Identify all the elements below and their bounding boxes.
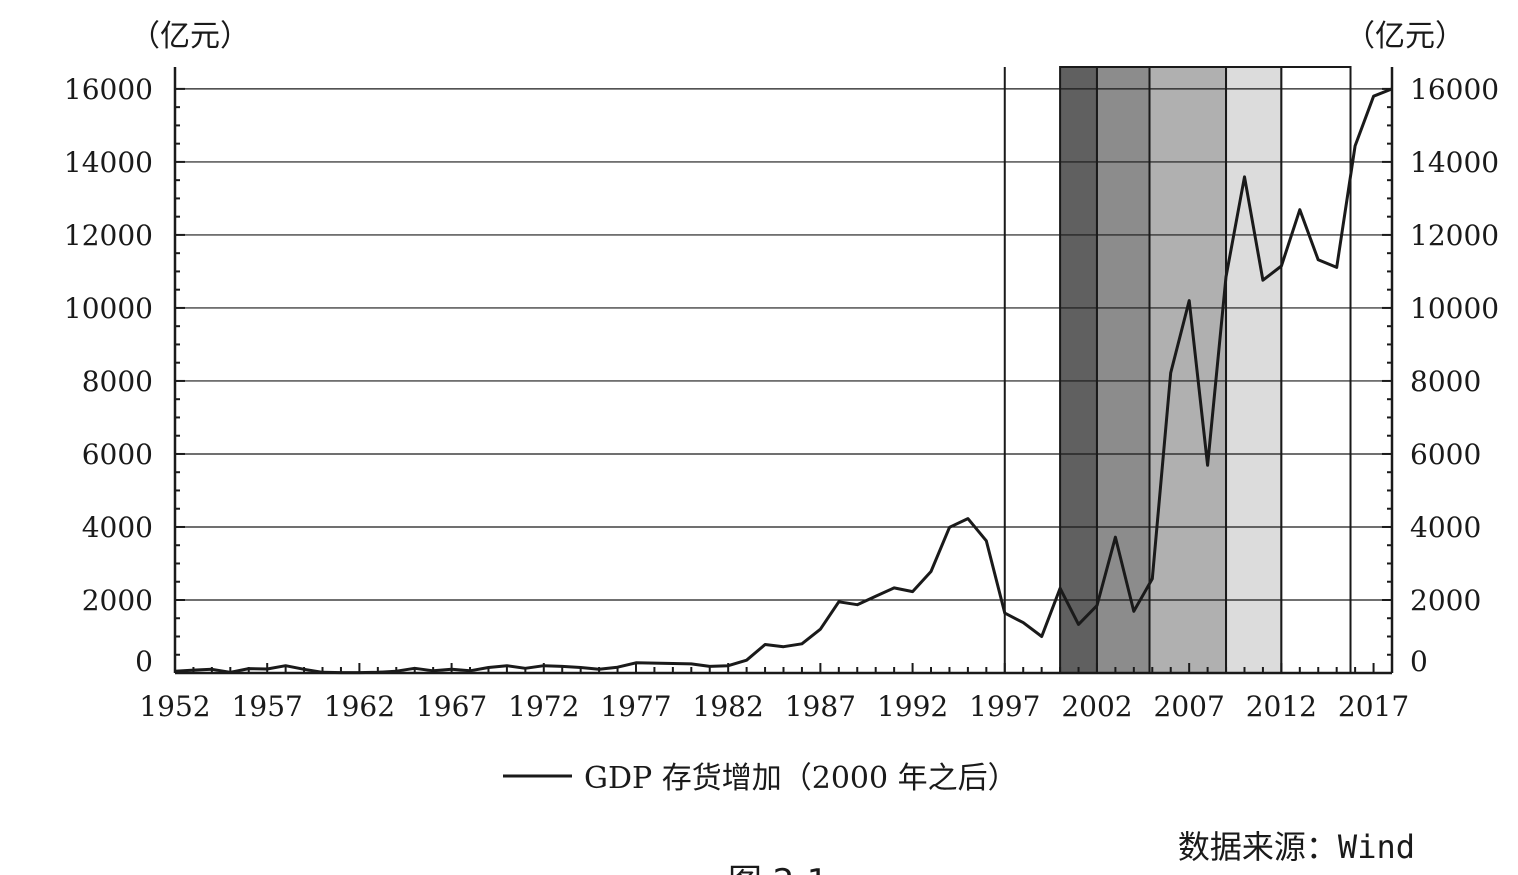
- x-tick-label: 1987: [785, 690, 856, 723]
- y-tick-label-left: 12000: [64, 219, 153, 252]
- y-tick-label-left: 6000: [82, 438, 153, 471]
- grid-lines: [175, 67, 1392, 673]
- x-tick-label: 1962: [324, 690, 395, 723]
- shaded-band-5: [1280, 66, 1352, 674]
- x-tick-label: 2007: [1154, 690, 1225, 723]
- x-tick-label: 1982: [693, 690, 764, 723]
- x-tick-label: 1952: [139, 690, 210, 723]
- y-tick-label-right: 8000: [1410, 365, 1481, 398]
- y-tick-label-right: 4000: [1410, 511, 1481, 544]
- legend-label: GDP 存货增加（2000 年之后）: [584, 761, 1018, 796]
- y-tick-label-left: 4000: [82, 511, 153, 544]
- y-axis-unit-left: （亿元）: [130, 19, 250, 54]
- figure-caption: 图 2-1: [728, 862, 828, 875]
- series-line-1: [174, 87, 1393, 675]
- source-note: 数据来源：Wind: [1178, 828, 1415, 866]
- y-tick-label-right: 6000: [1410, 438, 1481, 471]
- y-tick-label-left: 8000: [82, 365, 153, 398]
- y-tick-label-right: 2000: [1410, 584, 1481, 617]
- y-tick-label-right: 12000: [1410, 219, 1499, 252]
- x-tick-label: 1997: [969, 690, 1040, 723]
- y-tick-label-left: 10000: [64, 292, 153, 325]
- tick-labels: 0 0 2000 2000 4000 4000 6000 6000 8000 8000 10000 1…: [64, 73, 1499, 723]
- legend: GDP 存货增加（2000 年之后）: [503, 761, 1018, 796]
- x-tick-label: 1957: [232, 690, 303, 723]
- y-tick-label-right: 10000: [1410, 292, 1499, 325]
- shaded-band-1: [1059, 66, 1098, 674]
- x-tick-label: 1972: [508, 690, 579, 723]
- x-tick-label: 2017: [1338, 690, 1409, 723]
- shaded-band-3: [1148, 66, 1228, 674]
- y-tick-label-right: 14000: [1410, 146, 1499, 179]
- y-tick-label-right: 16000: [1410, 73, 1499, 106]
- shaded-band-4: [1225, 66, 1283, 674]
- x-tick-label: 1977: [600, 690, 671, 723]
- y-tick-label-left: 16000: [64, 73, 153, 106]
- y-tick-label-left: 2000: [82, 584, 153, 617]
- y-tick-label-left: 0: [135, 645, 153, 678]
- x-tick-label: 2012: [1246, 690, 1317, 723]
- x-tick-label: 2002: [1061, 690, 1132, 723]
- series-group: [174, 87, 1393, 675]
- x-tick-label: 1967: [416, 690, 487, 723]
- y-tick-label-right: 0: [1410, 645, 1428, 678]
- y-axis-unit-right: （亿元）: [1345, 19, 1465, 54]
- x-tick-label: 1992: [877, 690, 948, 723]
- y-tick-label-left: 14000: [64, 146, 153, 179]
